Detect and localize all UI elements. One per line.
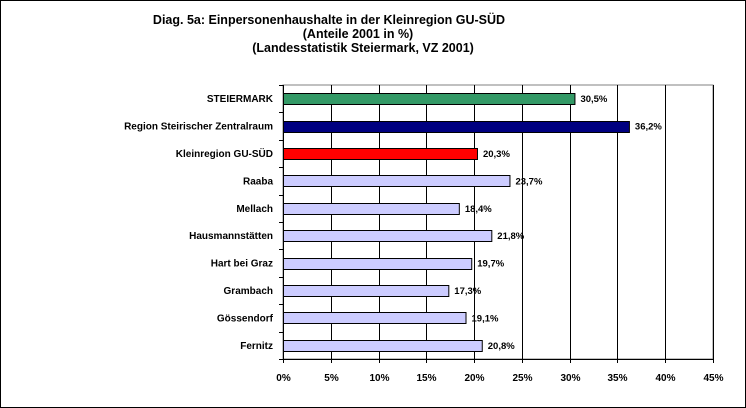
value-label-8: 17,3% <box>454 286 481 297</box>
category-label-2: Region Steirischer Zentralraum <box>124 122 273 133</box>
category-label-7: Hart bei Graz <box>211 259 273 270</box>
value-label-2: 36,2% <box>635 122 662 133</box>
bar-7 <box>283 258 473 270</box>
value-label-4: 23,7% <box>515 176 542 187</box>
bar-1 <box>283 93 576 105</box>
chart-title-line-3: (Landesstatistik Steiermark, VZ 2001) <box>252 41 474 55</box>
bar-6 <box>283 230 493 242</box>
bar-3 <box>283 148 478 160</box>
value-label-1: 30,5% <box>580 94 607 105</box>
bar-5 <box>283 203 460 215</box>
chart-title-line-1: Diag. 5a: Einpersonenhaushalte in der Kl… <box>152 13 506 27</box>
x-tick-label-45: 45% <box>703 373 723 384</box>
bar-2 <box>283 121 630 133</box>
bar-10 <box>283 340 483 352</box>
x-tick-label-30: 30% <box>560 373 580 384</box>
category-label-6: Hausmannstätten <box>189 231 273 242</box>
value-label-9: 19,1% <box>472 313 499 324</box>
category-label-8: Grambach <box>224 286 273 297</box>
x-tick-label-40: 40% <box>655 373 675 384</box>
bar-8 <box>283 285 450 297</box>
chart-title: Diag. 5a: Einpersonenhaushalte in der Kl… <box>0 13 746 55</box>
x-tick-label-10: 10% <box>369 373 389 384</box>
bar-4 <box>283 175 511 187</box>
x-tick-label-35: 35% <box>607 373 627 384</box>
chart-title-line-2: (Anteile 2001 in %) <box>302 27 414 41</box>
x-tick-label-25: 25% <box>512 373 532 384</box>
value-label-10: 20,8% <box>488 341 515 352</box>
category-label-4: Raaba <box>243 176 273 187</box>
bar-9 <box>283 312 467 324</box>
x-tick-label-5: 5% <box>324 373 339 384</box>
x-tick-label-15: 15% <box>416 373 436 384</box>
x-tick-label-20: 20% <box>464 373 484 384</box>
x-tick-label-0: 0% <box>276 373 291 384</box>
category-label-9: Gössendorf <box>217 313 274 324</box>
category-label-5: Mellach <box>236 204 273 215</box>
category-label-10: Fernitz <box>240 341 273 352</box>
category-label-1: STEIERMARK <box>207 94 274 105</box>
value-label-5: 18,4% <box>465 204 492 215</box>
value-label-7: 19,7% <box>477 259 504 270</box>
value-label-3: 20,3% <box>483 149 510 160</box>
category-label-3: Kleinregion GU-SÜD <box>176 147 273 160</box>
value-label-6: 21,8% <box>497 231 524 242</box>
